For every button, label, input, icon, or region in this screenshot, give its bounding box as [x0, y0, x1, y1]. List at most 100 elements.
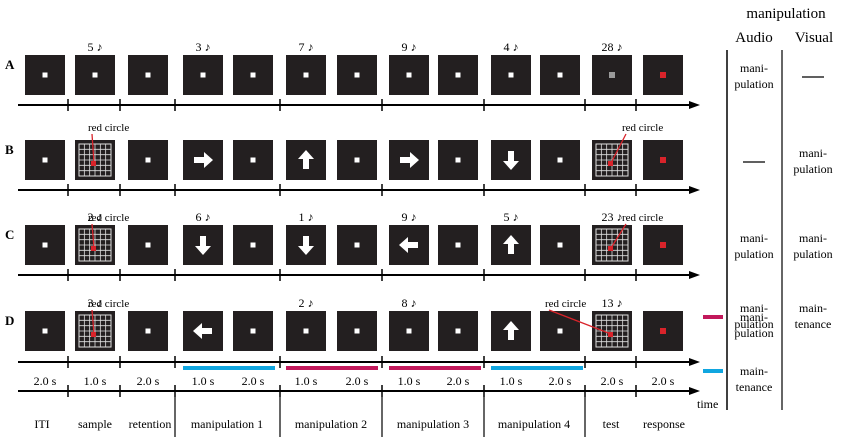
- fixation-dot: [145, 328, 151, 334]
- phase-label: manipulation 4: [498, 417, 570, 431]
- fixation-dot: [354, 72, 360, 78]
- arrow-down-icon: [298, 236, 314, 255]
- tone-number: 8 ♪: [402, 296, 417, 310]
- duration-label: 1.0 s: [500, 374, 523, 388]
- duration-label: 1.0 s: [398, 374, 421, 388]
- tone-number: 7 ♪: [299, 40, 314, 54]
- fixation-dot: [455, 242, 461, 248]
- fixation-dot: [557, 328, 563, 334]
- tone-number: 4 ♪: [504, 40, 519, 54]
- row-label: C: [5, 227, 14, 242]
- fixation-dot: [145, 242, 151, 248]
- fixation-dot: [455, 328, 461, 334]
- timeline-arrowhead: [689, 186, 700, 194]
- fixation-dot: [557, 72, 563, 78]
- fixation-dot: [354, 242, 360, 248]
- fixation-dot: [455, 157, 461, 163]
- red-circle-target: [91, 332, 96, 337]
- red-circle-label: red circle: [622, 212, 663, 224]
- red-response-dot: [660, 328, 666, 334]
- table-row: mani-pulation main-tenance: [734, 301, 831, 331]
- fixation-dot: [42, 72, 48, 78]
- arrow-right-icon: [400, 152, 419, 168]
- condition-bar-magenta: [286, 366, 378, 370]
- fixation-dot: [303, 328, 309, 334]
- red-circle-label: red circle: [622, 122, 663, 134]
- fixation-dot: [145, 72, 151, 78]
- table-row: mani-pulation: [743, 146, 833, 176]
- legend-magenta: mani-pulation: [703, 310, 774, 340]
- grid-display: [78, 228, 112, 262]
- phase-label: test: [603, 417, 620, 431]
- table-row: mani-pulation mani-pulation: [734, 231, 832, 261]
- fixation-dot: [42, 328, 48, 334]
- duration-label: 2.0 s: [447, 374, 470, 388]
- arrow-down-icon: [195, 236, 211, 255]
- bottom-arrowhead: [689, 387, 700, 395]
- red-circle-pointer: [548, 309, 612, 335]
- arrow-right-icon: [194, 152, 213, 168]
- tone-number: 28 ♪: [602, 40, 623, 54]
- table-cell-text: mani-: [740, 231, 768, 245]
- fixation-dot: [250, 157, 256, 163]
- tone-number: 5 ♪: [88, 40, 103, 54]
- arrow-left-icon: [193, 323, 212, 339]
- table-cell-text: pulation: [734, 77, 773, 91]
- arrow-down-icon: [503, 151, 519, 170]
- row-label: B: [5, 142, 14, 157]
- red-circle-pointer: [91, 309, 95, 335]
- duration-label: 1.0 s: [295, 374, 318, 388]
- condition-bar-blue: [183, 366, 275, 370]
- time-label: time: [697, 397, 718, 411]
- tone-number: 6 ♪: [196, 210, 211, 224]
- phase-label: response: [643, 417, 685, 431]
- duration-label: 2.0 s: [601, 374, 624, 388]
- timeline-arrowhead: [689, 358, 700, 366]
- row-label: A: [5, 57, 15, 72]
- fixation-dot: [303, 72, 309, 78]
- duration-label: 2.0 s: [34, 374, 57, 388]
- phase-label: sample: [78, 417, 112, 431]
- tone-number: 9 ♪: [402, 40, 417, 54]
- table-cell-text: tenance: [795, 317, 832, 331]
- legend-swatch: [703, 369, 723, 373]
- legend-text: mani-: [740, 310, 768, 324]
- trial-row-a: A 5 ♪ 3 ♪ 7 ♪ 9 ♪ 4 ♪ 28 ♪: [5, 40, 700, 111]
- phase-label: manipulation 2: [295, 417, 367, 431]
- legend-blue: main-tenance: [703, 364, 772, 394]
- bottom-timeline: 2.0 s 1.0 s 2.0 s 1.0 s 2.0 s 1.0 s 2.0 s 1.0 s…: [18, 374, 718, 437]
- fixation-dot: [455, 72, 461, 78]
- arrow-up-icon: [503, 321, 519, 340]
- legend-text: pulation: [734, 326, 773, 340]
- tone-number: 23 ♪: [602, 210, 623, 224]
- arrow-up-icon: [298, 150, 314, 169]
- phase-label: retention: [129, 417, 172, 431]
- red-circle-pointer: [91, 133, 95, 164]
- red-circle-label: red circle: [88, 298, 129, 310]
- fixation-dot: [42, 242, 48, 248]
- phase-label: manipulation 3: [397, 417, 469, 431]
- tone-number: 3 ♪: [88, 296, 103, 310]
- tone-number: 9 ♪: [402, 210, 417, 224]
- legend-text: tenance: [736, 380, 773, 394]
- fixation-dot: [609, 72, 615, 78]
- tone-number: 13 ♪: [602, 296, 623, 310]
- fixation-dot: [557, 157, 563, 163]
- fixation-dot: [406, 328, 412, 334]
- legend-text: main-: [740, 364, 768, 378]
- red-circle-label: red circle: [545, 298, 586, 310]
- tone-number: 1 ♪: [299, 210, 314, 224]
- fixation-dot: [250, 72, 256, 78]
- red-circle-target: [91, 246, 96, 251]
- grid-display: [595, 314, 629, 348]
- red-circle-target: [91, 161, 96, 166]
- duration-label: 2.0 s: [346, 374, 369, 388]
- row-label: D: [5, 313, 14, 328]
- trial-row-d: D 3 ♪ 2 ♪ 8 ♪ 13 ♪ red circle red circle: [5, 296, 700, 370]
- fixation-dot: [508, 72, 514, 78]
- fixation-dot: [354, 328, 360, 334]
- red-circle-label: red circle: [88, 122, 129, 134]
- fixation-dot: [145, 157, 151, 163]
- red-circle-label: red circle: [88, 212, 129, 224]
